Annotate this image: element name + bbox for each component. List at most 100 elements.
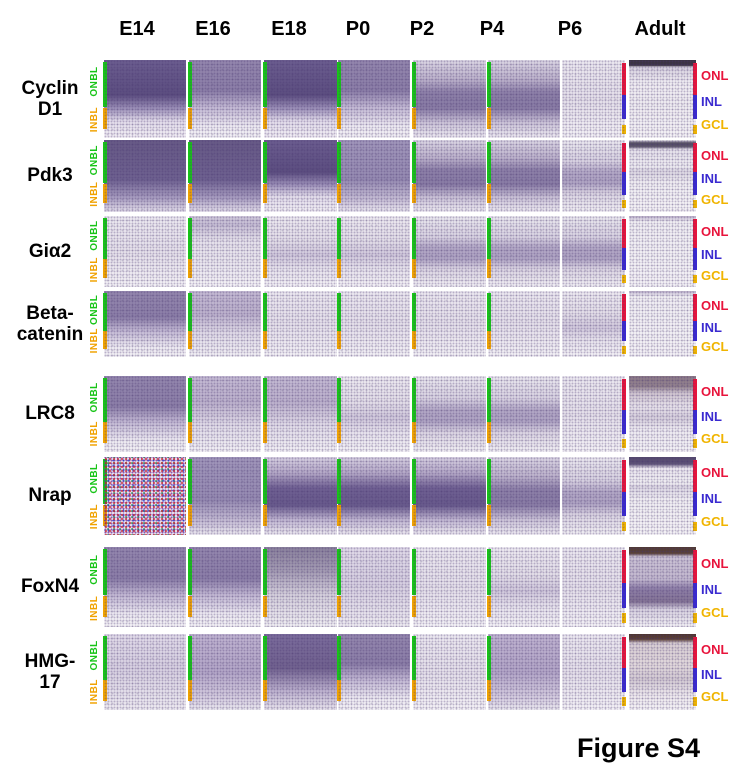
onl-bar xyxy=(622,142,626,173)
gcl-label: GCL xyxy=(701,338,729,354)
inbl-bar xyxy=(487,259,491,279)
gcl-bar xyxy=(693,697,697,707)
micrograph-cyclin-d1-p0 xyxy=(337,60,410,138)
micrograph-pdk3-p6 xyxy=(562,140,626,212)
onbl-bar xyxy=(188,378,192,422)
inbl-bar xyxy=(487,107,491,129)
gcl-bar xyxy=(693,439,697,449)
onbl-label: ONBL xyxy=(89,463,100,495)
onbl-bar xyxy=(412,292,416,331)
layer-labels-embryonic: ONBL INBL xyxy=(87,60,103,138)
inbl-bar xyxy=(188,504,192,526)
inbl-bar xyxy=(337,107,341,129)
inbl-bar xyxy=(412,680,416,701)
gcl-label: GCL xyxy=(701,605,729,621)
micrograph-hmg-17-adult xyxy=(629,634,697,710)
micrograph-foxn4-e16 xyxy=(188,547,261,627)
column-header-e14: E14 xyxy=(119,18,155,40)
layer-labels-embryonic: ONBL INBL xyxy=(87,140,103,212)
onbl-bar xyxy=(412,549,416,595)
inbl-bar xyxy=(263,107,267,129)
micrograph-cyclin-d1-p4 xyxy=(487,60,560,138)
micrograph-pdk3-p0 xyxy=(337,140,410,212)
inbl-label: INBL xyxy=(89,257,100,283)
inbl-bar xyxy=(103,259,107,279)
micrograph-nrap-e16 xyxy=(188,457,261,535)
inbl-bar xyxy=(263,331,267,350)
inbl-bar xyxy=(263,504,267,526)
micrograph-lrc8-p0 xyxy=(337,376,410,452)
inbl-label: INBL xyxy=(89,182,100,208)
onbl-bar xyxy=(412,378,416,422)
inbl-bar xyxy=(337,504,341,526)
micrograph-cyclin-d1-e16 xyxy=(188,60,261,138)
inbl-bar xyxy=(263,595,267,618)
inbl-bar xyxy=(412,504,416,526)
onbl-bar xyxy=(337,378,341,422)
micrograph-pdk3-p4 xyxy=(487,140,560,212)
onbl-bar xyxy=(412,142,416,184)
onl-bar xyxy=(622,550,626,583)
onbl-bar xyxy=(487,378,491,422)
layer-labels-embryonic: ONBL INBL xyxy=(87,634,103,710)
layer-labels-embryonic: ONBL INBL xyxy=(87,376,103,452)
layer-labels-adult: ONL INL GCL xyxy=(699,376,740,452)
micrograph-foxn4-p4 xyxy=(487,547,560,627)
micrograph-nrap-p6 xyxy=(562,457,626,535)
inbl-bar xyxy=(188,680,192,701)
row-label-hmg-17: HMG- 17 xyxy=(24,650,76,693)
micrograph-hmg-17-p2 xyxy=(412,634,486,710)
inbl-bar xyxy=(263,422,267,443)
layer-labels-embryonic: ONBL INBL xyxy=(87,547,103,627)
column-header-p4: P4 xyxy=(479,18,505,40)
micrograph-hmg-17-e16 xyxy=(188,634,261,710)
inbl-bar xyxy=(188,183,192,204)
onbl-bar xyxy=(263,142,267,184)
micrograph-gi-2-p4 xyxy=(487,216,560,287)
onbl-bar xyxy=(188,459,192,504)
layer-labels-adult: ONL INL GCL xyxy=(699,60,740,138)
layer-labels-adult: ONL INL GCL xyxy=(699,634,740,710)
micrograph-pdk3-e18 xyxy=(263,140,337,212)
onl-bar xyxy=(693,379,697,411)
onbl-bar xyxy=(188,142,192,184)
gcl-bar xyxy=(622,521,626,532)
gcl-bar xyxy=(693,345,697,354)
column-header-p0: P0 xyxy=(345,18,371,40)
micrograph-pdk3-adult xyxy=(629,140,697,212)
onbl-bar xyxy=(487,549,491,595)
micrograph-beta-catenin-adult xyxy=(629,291,697,357)
inbl-label: INBL xyxy=(89,106,100,132)
onbl-bar xyxy=(412,459,416,504)
onbl-bar xyxy=(188,62,192,107)
micrograph-foxn4-p0 xyxy=(337,547,410,627)
inbl-bar xyxy=(188,259,192,279)
inbl-bar xyxy=(263,680,267,701)
micrograph-beta-catenin-p4 xyxy=(487,291,560,357)
layer-labels-embryonic: ONBL INBL xyxy=(87,216,103,287)
micrograph-hmg-17-e14 xyxy=(103,634,186,710)
onbl-bar xyxy=(263,292,267,331)
onl-bar xyxy=(622,379,626,411)
onbl-bar xyxy=(263,378,267,422)
micrograph-lrc8-e14 xyxy=(103,376,186,452)
micrograph-nrap-adult xyxy=(629,457,697,535)
gcl-bar xyxy=(622,439,626,449)
micrograph-cyclin-d1-p2 xyxy=(412,60,486,138)
inl-bar xyxy=(622,410,626,434)
micrograph-gi-2-p2 xyxy=(412,216,486,287)
onbl-bar xyxy=(103,459,107,504)
onl-bar xyxy=(622,637,626,669)
onbl-bar xyxy=(103,142,107,184)
onbl-bar xyxy=(263,636,267,680)
micrograph-beta-catenin-e14 xyxy=(103,291,186,357)
gcl-bar xyxy=(622,124,626,135)
onl-bar xyxy=(693,637,697,669)
onl-label: ONL xyxy=(701,68,729,84)
inbl-bar xyxy=(337,595,341,618)
micrograph-nrap-e14 xyxy=(103,457,186,535)
inbl-label: INBL xyxy=(89,503,100,529)
inbl-bar xyxy=(263,183,267,204)
inl-label: INL xyxy=(701,171,722,187)
